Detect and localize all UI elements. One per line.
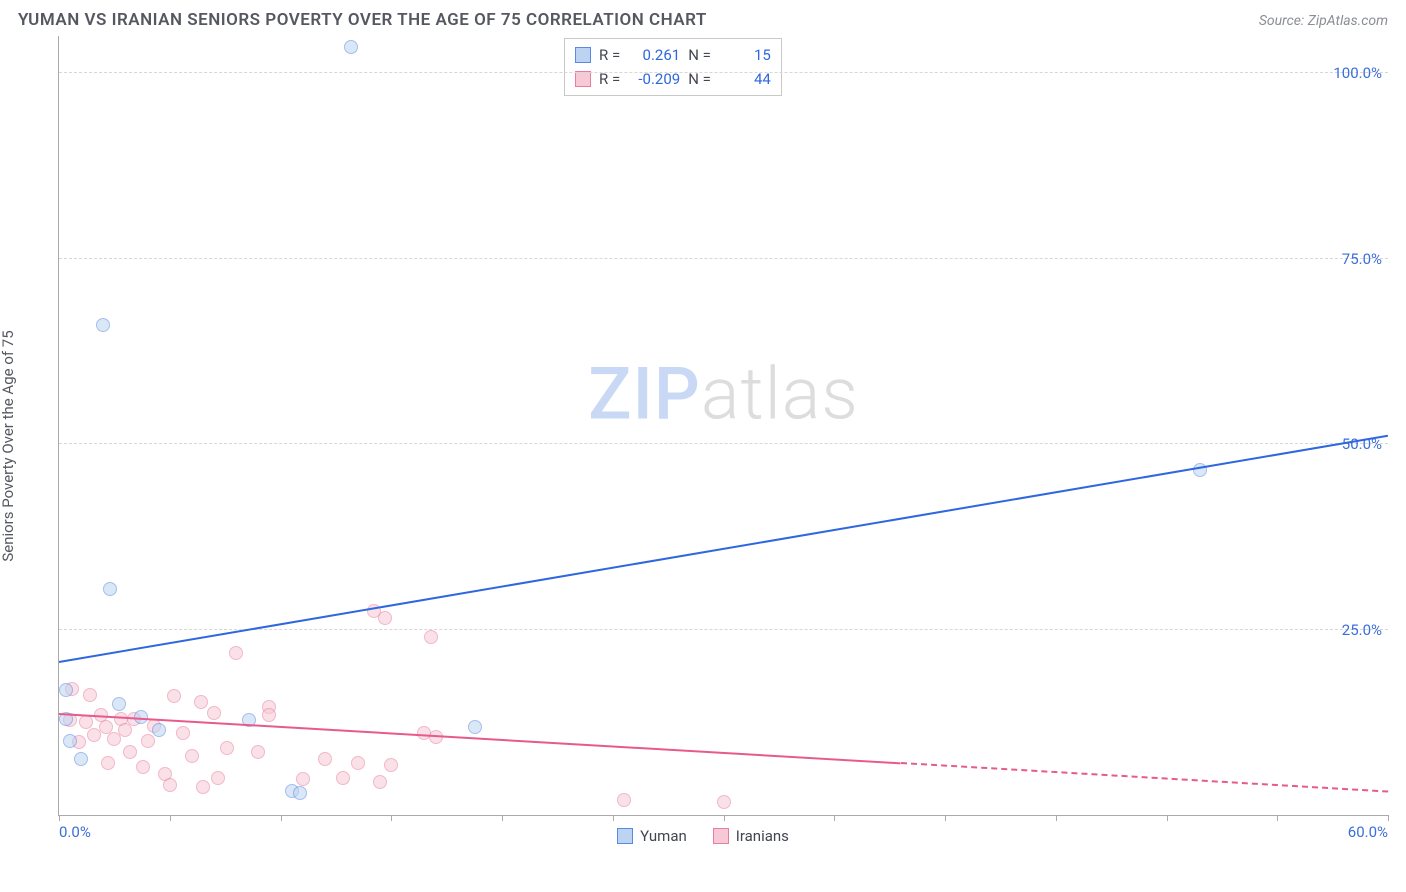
- scatter-point-yuman: [293, 786, 307, 800]
- n-value-a: 15: [719, 43, 771, 67]
- chart-source: Source: ZipAtlas.com: [1259, 13, 1388, 29]
- chart-area: Seniors Poverty Over the Age of 75 ZIPat…: [18, 36, 1388, 856]
- scatter-point-yuman: [112, 697, 126, 711]
- r-label: R =: [599, 43, 620, 67]
- n-label: N =: [688, 67, 711, 91]
- legend-label-b: Iranians: [736, 827, 789, 845]
- scatter-point-yuman: [96, 318, 110, 332]
- chart-header: YUMAN VS IRANIAN SENIORS POVERTY OVER TH…: [0, 0, 1406, 36]
- x-tick: [724, 815, 725, 821]
- scatter-point-yuman: [344, 40, 358, 54]
- scatter-point-iranians: [424, 630, 438, 644]
- x-tick: [945, 815, 946, 821]
- n-label: N =: [688, 43, 711, 67]
- watermark: ZIPatlas: [588, 352, 859, 437]
- x-tick: [391, 815, 392, 821]
- scatter-point-yuman: [103, 582, 117, 596]
- plot-region: ZIPatlas R = 0.261 N = 15 R = -0.209 N =…: [58, 36, 1388, 816]
- bottom-legend: Yuman Iranians: [617, 827, 789, 845]
- scatter-point-iranians: [176, 726, 190, 740]
- legend-label-a: Yuman: [640, 827, 687, 845]
- scatter-point-iranians: [83, 688, 97, 702]
- scatter-point-iranians: [251, 745, 265, 759]
- x-tick-label-max: 60.0%: [1348, 823, 1388, 841]
- scatter-point-iranians: [185, 749, 199, 763]
- scatter-point-iranians: [107, 732, 121, 746]
- x-tick: [613, 815, 614, 821]
- x-tick: [170, 815, 171, 821]
- scatter-point-iranians: [136, 760, 150, 774]
- x-tick: [834, 815, 835, 821]
- swatch-series-a: [575, 47, 591, 63]
- x-tick: [502, 815, 503, 821]
- scatter-point-iranians: [229, 646, 243, 660]
- x-tick: [1167, 815, 1168, 821]
- scatter-point-iranians: [196, 780, 210, 794]
- scatter-point-iranians: [262, 708, 276, 722]
- scatter-point-iranians: [194, 695, 208, 709]
- r-label: R =: [599, 67, 620, 91]
- scatter-point-iranians: [318, 752, 332, 766]
- scatter-point-iranians: [617, 793, 631, 807]
- scatter-point-iranians: [384, 758, 398, 772]
- swatch-series-b: [575, 71, 591, 87]
- scatter-point-iranians: [141, 734, 155, 748]
- scatter-point-yuman: [74, 752, 88, 766]
- watermark-zip: ZIP: [588, 352, 701, 437]
- x-tick-label-min: 0.0%: [59, 823, 91, 841]
- x-tick: [59, 815, 60, 821]
- stats-row-b: R = -0.209 N = 44: [575, 67, 771, 91]
- watermark-atlas: atlas: [701, 352, 859, 437]
- scatter-point-iranians: [336, 771, 350, 785]
- trend-line-iranians-dashed: [901, 762, 1388, 793]
- x-tick: [1388, 815, 1389, 821]
- grid-line: [59, 72, 1388, 73]
- swatch-series-b: [713, 828, 729, 844]
- x-tick: [281, 815, 282, 821]
- grid-line: [59, 443, 1388, 444]
- stats-row-a: R = 0.261 N = 15: [575, 43, 771, 67]
- scatter-point-yuman: [468, 720, 482, 734]
- y-axis-label: Seniors Poverty Over the Age of 75: [0, 330, 17, 561]
- y-tick-label: 75.0%: [1342, 250, 1382, 268]
- scatter-point-iranians: [373, 775, 387, 789]
- scatter-point-iranians: [87, 728, 101, 742]
- scatter-point-yuman: [152, 723, 166, 737]
- scatter-point-iranians: [296, 772, 310, 786]
- n-value-b: 44: [719, 67, 771, 91]
- scatter-point-iranians: [118, 723, 132, 737]
- x-tick: [1056, 815, 1057, 821]
- scatter-point-iranians: [79, 715, 93, 729]
- r-value-a: 0.261: [628, 43, 680, 67]
- scatter-point-yuman: [63, 734, 77, 748]
- scatter-point-iranians: [207, 706, 221, 720]
- legend-item-b: Iranians: [713, 827, 789, 845]
- y-tick-label: 100.0%: [1333, 64, 1382, 82]
- scatter-point-iranians: [351, 756, 365, 770]
- x-tick: [1277, 815, 1278, 821]
- grid-line: [59, 258, 1388, 259]
- scatter-point-iranians: [220, 741, 234, 755]
- scatter-point-iranians: [101, 756, 115, 770]
- scatter-point-yuman: [59, 683, 73, 697]
- scatter-point-iranians: [211, 771, 225, 785]
- scatter-point-iranians: [123, 745, 137, 759]
- scatter-point-iranians: [717, 795, 731, 809]
- scatter-point-iranians: [163, 778, 177, 792]
- scatter-point-iranians: [167, 689, 181, 703]
- stats-legend-box: R = 0.261 N = 15 R = -0.209 N = 44: [564, 38, 782, 96]
- scatter-point-iranians: [378, 611, 392, 625]
- chart-title: YUMAN VS IRANIAN SENIORS POVERTY OVER TH…: [18, 10, 707, 30]
- legend-item-a: Yuman: [617, 827, 687, 845]
- y-tick-label: 25.0%: [1342, 621, 1382, 639]
- swatch-series-a: [617, 828, 633, 844]
- r-value-b: -0.209: [628, 67, 680, 91]
